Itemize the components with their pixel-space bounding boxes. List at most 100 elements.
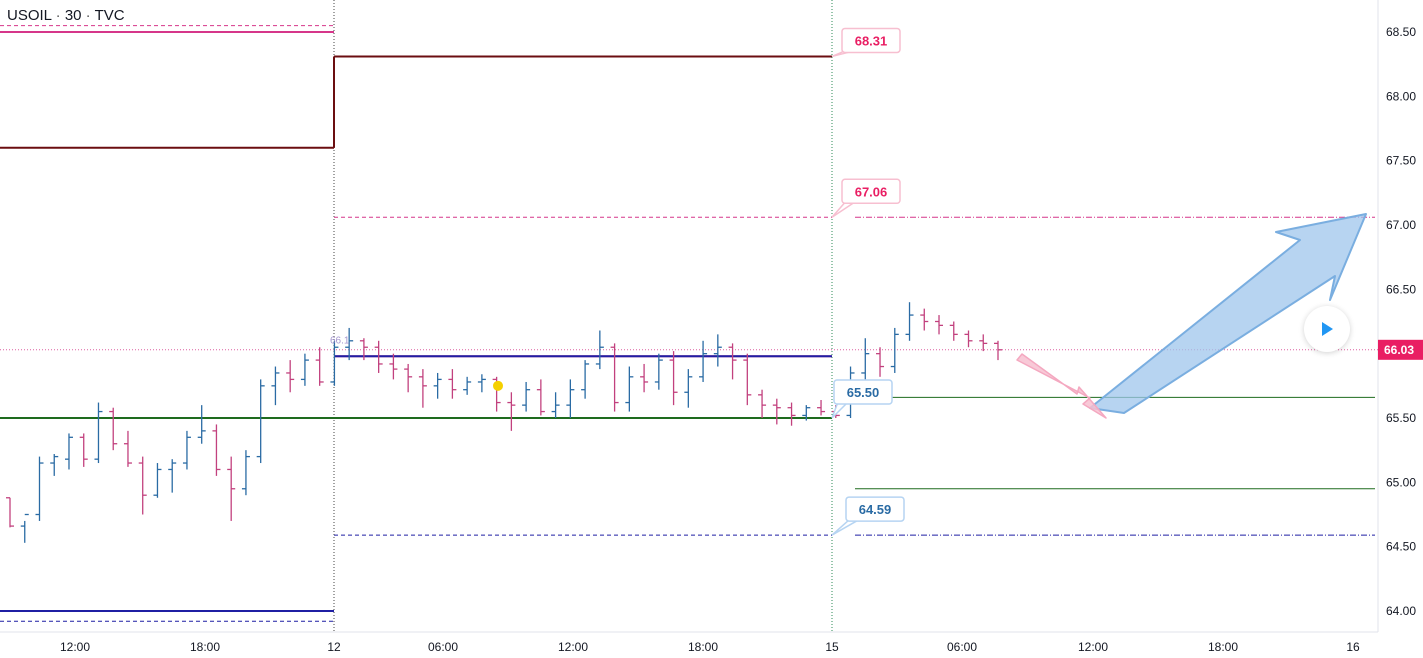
callout-box (841, 178, 901, 205)
chart-grid (0, 0, 1379, 633)
x-tick-label: 06:00 (947, 640, 977, 654)
ohlc-bar (758, 389, 767, 418)
ohlc-bar (920, 308, 929, 331)
ohlc-bar (581, 360, 590, 399)
callout-value: 65.50 (847, 385, 880, 400)
ohlc-bar (625, 366, 634, 412)
ohlc-bar (507, 392, 516, 431)
price-callout: 64.59 (831, 496, 905, 536)
ohlc-bars (6, 302, 1002, 543)
ohlc-bar (654, 353, 663, 390)
ohlc-bar (50, 454, 59, 476)
ohlc-bar (522, 381, 531, 412)
symbol-name: USOIL (7, 7, 52, 24)
y-tick-label: 65.00 (1386, 475, 1416, 489)
current-price-value: 66.03 (1384, 343, 1414, 357)
ohlc-bar (35, 456, 44, 521)
ohlc-bar (876, 347, 885, 377)
x-tick-label: 18:00 (190, 640, 220, 654)
price-callout: 65.50 (831, 379, 893, 419)
current-price-label: 66.03 (1378, 339, 1423, 360)
x-tick-label: 18:00 (1208, 640, 1238, 654)
current-price-bg (1378, 339, 1423, 360)
ohlc-bar (197, 405, 206, 444)
ohlc-bar (256, 379, 265, 464)
ohlc-bar (463, 376, 472, 395)
ohlc-bar (477, 374, 486, 393)
y-tick-label: 67.50 (1386, 154, 1416, 168)
title-separator-1: · (55, 7, 61, 24)
ohlc-bar (448, 369, 457, 399)
ohlc-bar (374, 340, 383, 373)
ohlc-bar (389, 353, 398, 380)
ohlc-bar (315, 347, 324, 386)
ohlc-bar (772, 398, 781, 425)
annotations: 66.1 68.31 67.06 65.50 64.59 (330, 27, 1367, 536)
ohlc-bar (949, 321, 958, 341)
ohlc-bar (20, 513, 29, 543)
x-axis: 12:00 18:00 12 06:00 12:00 18:00 15 06:00 12:00 1… (60, 640, 1360, 654)
callout-value: 67.06 (855, 184, 888, 199)
ohlc-bar (890, 327, 899, 373)
x-tick-label: 06:00 (428, 640, 458, 654)
marker-dot (493, 380, 503, 391)
ohlc-bar (109, 407, 118, 451)
x-tick-label: 12:00 (60, 640, 90, 654)
x-tick-label: 18:00 (688, 640, 718, 654)
x-tick-label: 12:00 (558, 640, 588, 654)
ohlc-bar (227, 456, 236, 521)
ohlc-bar (79, 433, 88, 467)
callout-value: 68.31 (855, 33, 888, 48)
ohlc-bar (610, 343, 619, 412)
ohlc-bar (212, 424, 221, 476)
source-label: TVC (94, 7, 125, 24)
ohlc-bar (802, 405, 811, 421)
ohlc-bar (817, 399, 826, 416)
ohlc-bar (359, 338, 368, 361)
ohlc-bar (300, 353, 309, 386)
callout-box (833, 379, 893, 405)
ohlc-bar (905, 302, 914, 341)
y-tick-label: 68.00 (1386, 89, 1416, 103)
faint-level-label: 66.1 (330, 335, 350, 346)
ohlc-bar (330, 340, 339, 386)
ohlc-bar (787, 402, 796, 426)
ohlc-bar (123, 430, 132, 467)
play-icon (1322, 322, 1333, 336)
ohlc-bar (994, 340, 1002, 361)
chart-title: USOIL · 30 · TVC (7, 7, 125, 24)
ohlc-bar (138, 456, 147, 515)
ohlc-bar (640, 363, 649, 393)
y-tick-label: 68.50 (1386, 25, 1416, 39)
ohlc-bar (861, 338, 870, 380)
x-tick-label: 16 (1346, 640, 1360, 654)
ohlc-bar (595, 330, 604, 370)
y-axis: 68.5068.0067.5067.0066.5066.0065.5065.00… (1378, 25, 1423, 618)
ohlc-bar (241, 450, 250, 496)
ohlc-bar (182, 430, 191, 470)
ohlc-bar (286, 360, 295, 393)
interval-label: 30 (64, 7, 82, 24)
ohlc-bar (404, 363, 413, 393)
ohlc-bar (168, 459, 177, 493)
callout-value: 64.59 (859, 502, 892, 517)
x-tick-label: 15 (825, 640, 839, 654)
ohlc-bar (713, 334, 722, 367)
ohlc-bar (418, 369, 427, 408)
x-tick-label: 12 (327, 640, 341, 654)
ohlc-bar (684, 369, 693, 408)
callout-box (841, 27, 901, 54)
y-tick-label: 64.50 (1386, 540, 1416, 554)
replay-play-button[interactable] (1304, 306, 1350, 352)
callout-box (845, 496, 905, 522)
title-separator-2: · (85, 7, 91, 24)
y-tick-label: 66.50 (1386, 282, 1416, 296)
ohlc-bar (6, 497, 14, 528)
ohlc-bar (94, 402, 103, 464)
ohlc-bar (743, 353, 752, 406)
level-lines (0, 25, 1378, 622)
x-tick-label: 12:00 (1078, 640, 1108, 654)
ohlc-bar (979, 334, 988, 352)
ohlc-bar (433, 372, 442, 399)
